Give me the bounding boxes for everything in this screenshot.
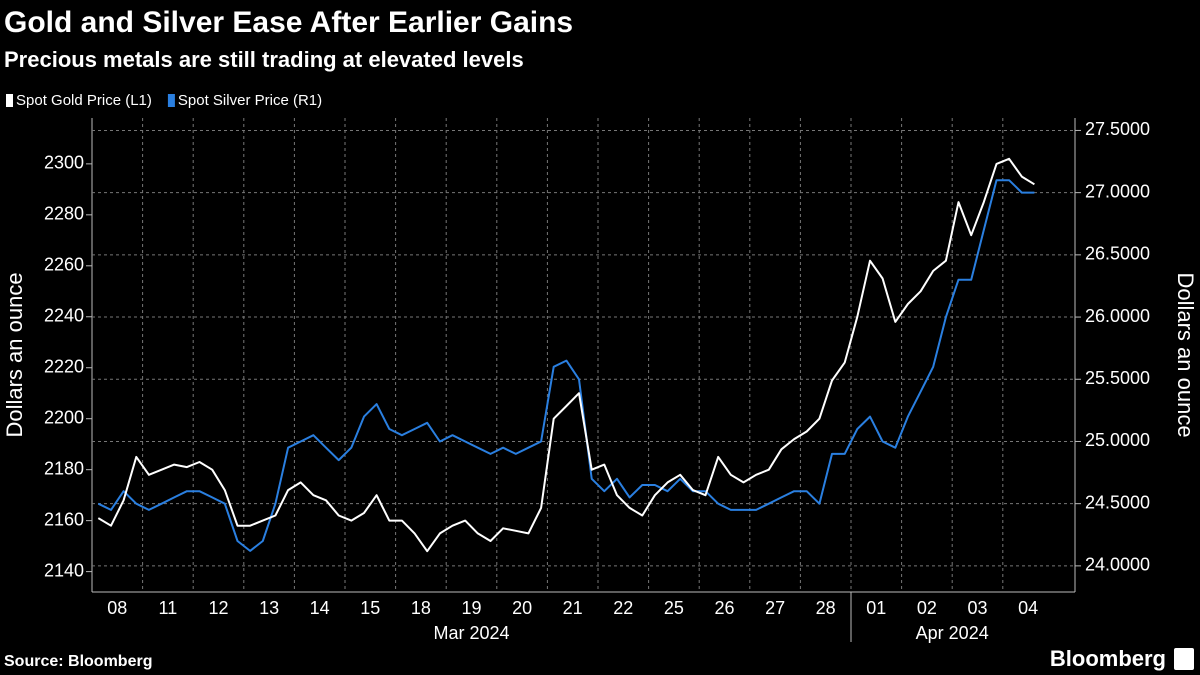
legend-swatch [167,94,175,107]
x-tick-label: 25 [664,598,684,618]
legend-label: Spot Silver Price (R1) [178,92,322,109]
x-tick-label: 20 [512,598,532,618]
legend-label: Spot Gold Price (L1) [16,92,152,109]
brand-icon [1174,648,1194,670]
y2-tick-label: 24.5000 [1085,492,1150,512]
y2-tick-label: 27.0000 [1085,181,1150,201]
x-tick-label: 21 [563,598,583,618]
y-tick-label: 2140 [44,560,84,580]
y-tick-label: 2220 [44,356,84,376]
y-tick-label: 2180 [44,458,84,478]
x-tick-label: 11 [159,598,178,618]
x-group-label: Mar 2024 [433,623,509,643]
series-line [97,157,1035,553]
y-tick-label: 2240 [44,306,84,326]
chart-subtitle: Precious metals are still trading at ele… [4,47,524,72]
x-tick-label: 13 [259,598,279,618]
x-tick-label: 03 [967,598,987,618]
x-tick-label: 26 [714,598,734,618]
x-tick-label: 27 [765,598,785,618]
source: Source: Bloomberg [4,653,152,670]
brand: Bloomberg [1050,646,1166,671]
x-tick-label: 01 [866,598,886,618]
legend-swatch [6,94,13,107]
x-group-label: Apr 2024 [916,623,989,643]
x-tick-label: 19 [461,598,481,618]
y2-tick-label: 26.0000 [1085,306,1150,326]
chart-title: Gold and Silver Ease After Earlier Gains [4,6,573,39]
x-tick-label: 04 [1018,598,1038,618]
y-tick-label: 2160 [44,509,84,529]
y-tick-label: 2300 [44,153,84,173]
y-axis-label: Dollars an ounce [2,272,27,437]
x-tick-label: 14 [310,598,330,618]
x-tick-label: 28 [816,598,836,618]
y2-axis-label: Dollars an ounce [1173,272,1198,437]
y2-tick-label: 26.5000 [1085,244,1150,264]
y2-tick-label: 25.5000 [1085,368,1150,388]
y2-tick-label: 27.5000 [1085,119,1150,139]
x-tick-label: 15 [360,598,380,618]
y2-tick-label: 24.0000 [1085,555,1150,575]
series-line [97,179,1035,552]
y-tick-label: 2260 [44,255,84,275]
x-tick-label: 18 [411,598,431,618]
x-tick-label: 12 [208,598,228,618]
y-tick-label: 2280 [44,204,84,224]
y-tick-label: 2200 [44,407,84,427]
x-tick-label: 08 [107,598,127,618]
y2-tick-label: 25.0000 [1085,430,1150,450]
x-tick-label: 02 [917,598,937,618]
x-tick-label: 22 [613,598,633,618]
